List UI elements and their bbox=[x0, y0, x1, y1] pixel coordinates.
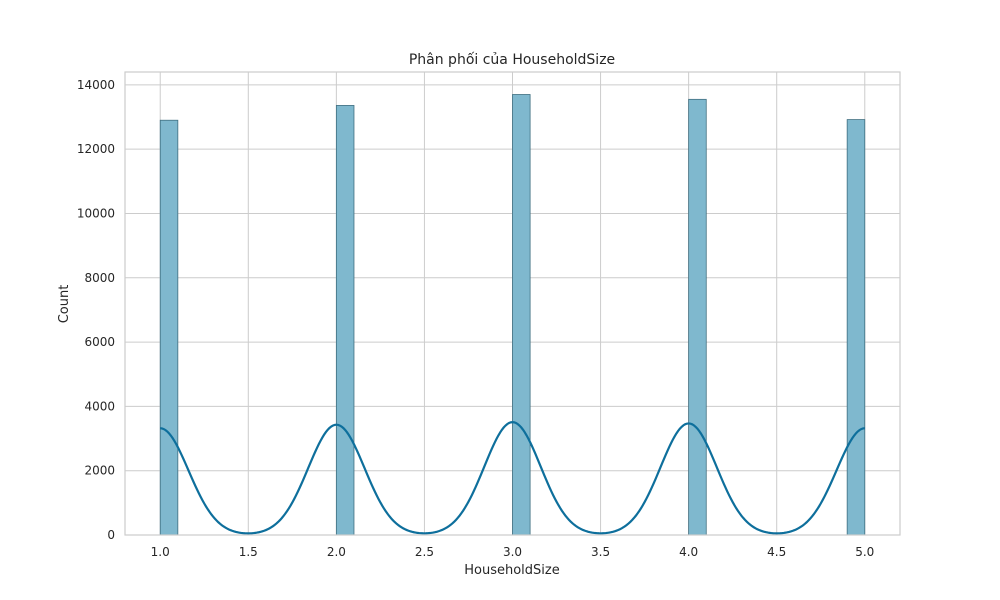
y-tick-label: 2000 bbox=[84, 464, 115, 478]
chart-title: Phân phối của HouseholdSize bbox=[409, 51, 615, 68]
histogram-bar bbox=[159, 119, 179, 536]
y-tick-labels: 0 2000 4000 6000 8000 10000 12000 14000 bbox=[77, 78, 115, 542]
histogram-bar bbox=[846, 119, 866, 536]
x-tick-label: 4.5 bbox=[767, 545, 786, 559]
plot-frame bbox=[124, 71, 901, 536]
histogram-bars bbox=[159, 94, 866, 536]
y-tick-label: 12000 bbox=[77, 142, 115, 156]
y-tick-label: 4000 bbox=[84, 399, 115, 413]
x-tick-label: 3.0 bbox=[503, 545, 522, 559]
histogram-bar bbox=[335, 105, 355, 536]
histogram-bar bbox=[688, 98, 707, 536]
y-tick-label: 14000 bbox=[77, 78, 115, 92]
kde-curve-group bbox=[160, 421, 865, 535]
x-tick-label: 2.5 bbox=[415, 545, 434, 559]
x-tick-label: 3.5 bbox=[591, 545, 610, 559]
histogram-bar bbox=[512, 94, 531, 536]
y-tick-label: 0 bbox=[107, 528, 115, 542]
kde-curve bbox=[160, 421, 865, 535]
x-tick-label: 2.0 bbox=[327, 545, 346, 559]
x-axis-label: HouseholdSize bbox=[464, 563, 559, 578]
y-tick-label: 8000 bbox=[84, 271, 115, 285]
x-tick-label: 1.5 bbox=[239, 545, 258, 559]
y-tick-label: 6000 bbox=[84, 335, 115, 349]
y-tick-label: 10000 bbox=[77, 206, 115, 220]
y-axis-label: Count bbox=[57, 285, 72, 324]
x-tick-label: 4.0 bbox=[679, 545, 698, 559]
x-tick-labels: 1.0 1.5 2.0 2.5 3.0 3.5 4.0 4.5 5.0 bbox=[151, 545, 875, 559]
x-tick-label: 5.0 bbox=[855, 545, 874, 559]
x-tick-label: 1.0 bbox=[151, 545, 170, 559]
